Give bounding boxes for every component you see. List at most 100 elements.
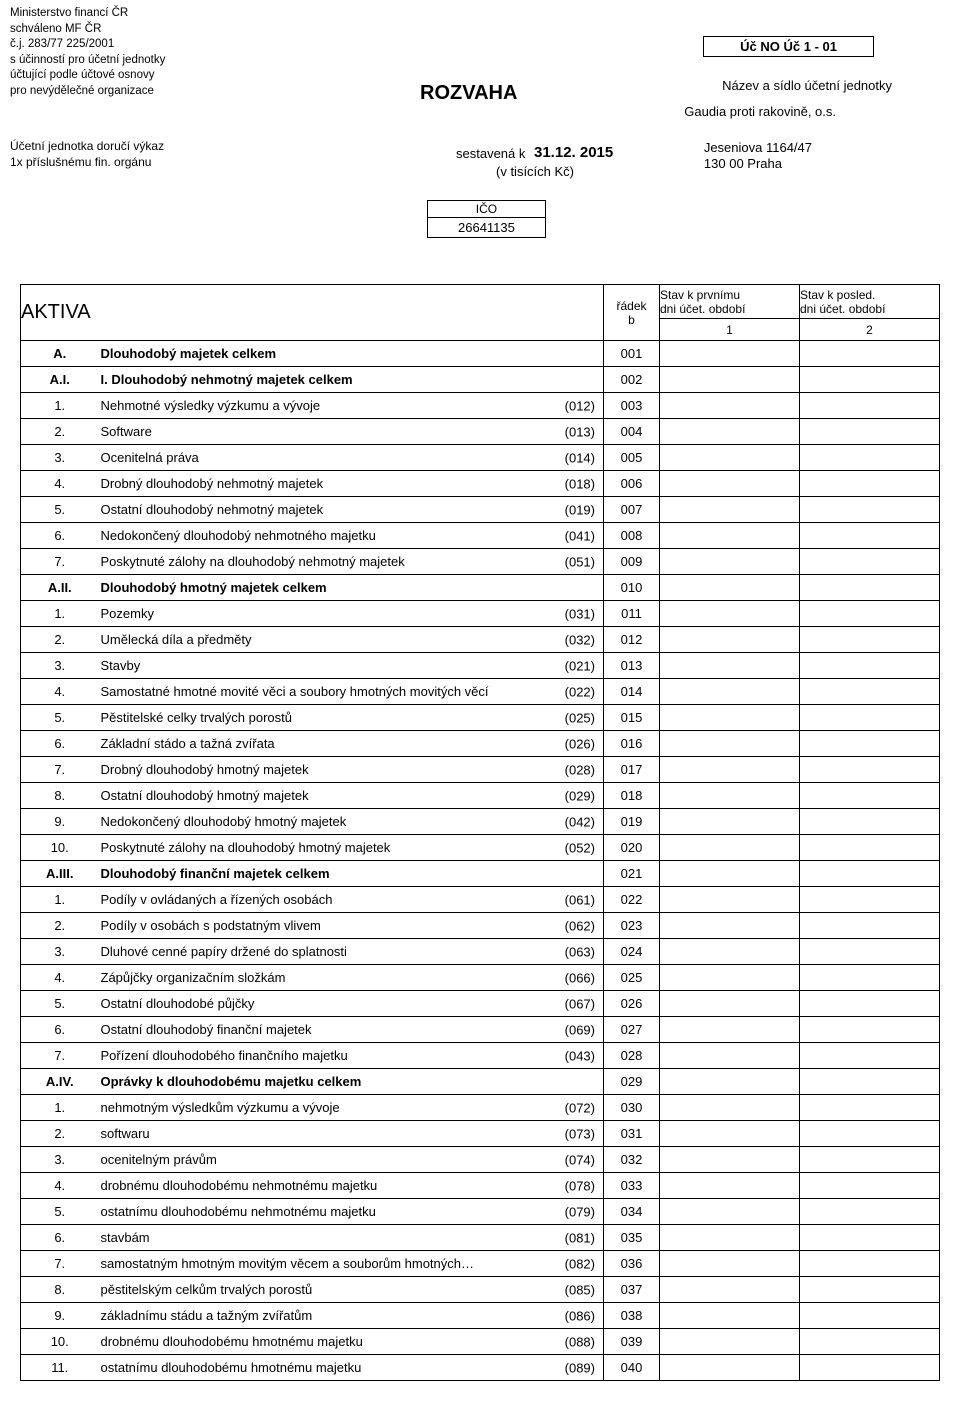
- row-number: 011: [604, 601, 660, 627]
- row-account-code: (032): [565, 632, 595, 647]
- row-account-code: (067): [565, 996, 595, 1011]
- row-value-last: [800, 1277, 940, 1303]
- row-index: 8.: [21, 1277, 99, 1303]
- row-description: Poskytnuté zálohy na dlouhodobý hmotný m…: [99, 835, 604, 861]
- row-value-last: [800, 419, 940, 445]
- row-index: A.II.: [21, 575, 99, 601]
- row-account-code: (066): [565, 970, 595, 985]
- table-row: 8.Ostatní dlouhodobý hmotný majetek(029)…: [21, 783, 940, 809]
- table-row: 7.Poskytnuté zálohy na dlouhodobý nehmot…: [21, 549, 940, 575]
- row-value-first: [660, 1251, 800, 1277]
- row-account-code: (073): [565, 1126, 595, 1141]
- row-value-last: [800, 1147, 940, 1173]
- ico-label: IČO: [427, 200, 546, 217]
- row-value-first: [660, 419, 800, 445]
- row-account-code: (062): [565, 918, 595, 933]
- row-description: drobnému dlouhodobému nehmotnému majetku…: [99, 1173, 604, 1199]
- row-index: 6.: [21, 1225, 99, 1251]
- row-value-last: [800, 1121, 940, 1147]
- table-row: 2.Umělecká díla a předměty(032)012: [21, 627, 940, 653]
- row-value-last: [800, 341, 940, 367]
- row-account-code: (014): [565, 450, 595, 465]
- table-row: 2.Podíly v osobách s podstatným vlivem(0…: [21, 913, 940, 939]
- row-description: základnímu stádu a tažným zvířatům(086): [99, 1303, 604, 1329]
- row-account-code: (061): [565, 892, 595, 907]
- entity-name: Gaudia proti rakovině, o.s.: [684, 104, 836, 119]
- row-description: ostatnímu dlouhodobému hmotnému majetku(…: [99, 1355, 604, 1381]
- row-description: ocenitelným právům(074): [99, 1147, 604, 1173]
- row-account-code: (028): [565, 762, 595, 777]
- row-index: 11.: [21, 1355, 99, 1381]
- entity-address-1: Jeseniova 1164/47: [704, 140, 812, 155]
- row-description: Stavby(021): [99, 653, 604, 679]
- table-row: 3.ocenitelným právům(074)032: [21, 1147, 940, 1173]
- row-description: nehmotným výsledkům výzkumu a vývoje(072…: [99, 1095, 604, 1121]
- table-row: 5.Ostatní dlouhodobé půjčky(067)026: [21, 991, 940, 1017]
- row-value-last: [800, 1017, 940, 1043]
- row-description: Ostatní dlouhodobý nehmotný majetek(019): [99, 497, 604, 523]
- row-description: I. Dlouhodobý nehmotný majetek celkem: [99, 367, 604, 393]
- row-description: Základní stádo a tažná zvířata(026): [99, 731, 604, 757]
- table-row: 9.Nedokončený dlouhodobý hmotný majetek(…: [21, 809, 940, 835]
- row-description: Dlouhodobý hmotný majetek celkem: [99, 575, 604, 601]
- row-account-code: (086): [565, 1308, 595, 1323]
- row-value-first: [660, 1069, 800, 1095]
- row-index: 2.: [21, 1121, 99, 1147]
- row-description: samostatným hmotným movitým věcem a soub…: [99, 1251, 604, 1277]
- row-value-last: [800, 367, 940, 393]
- row-value-last: [800, 575, 940, 601]
- row-account-code: (021): [565, 658, 595, 673]
- row-number: 017: [604, 757, 660, 783]
- table-row: 10.Poskytnuté zálohy na dlouhodobý hmotn…: [21, 835, 940, 861]
- row-number: 031: [604, 1121, 660, 1147]
- table-row: 7.Pořízení dlouhodobého finančního majet…: [21, 1043, 940, 1069]
- row-account-code: (051): [565, 554, 595, 569]
- row-number: 001: [604, 341, 660, 367]
- row-index: 10.: [21, 835, 99, 861]
- row-number: 036: [604, 1251, 660, 1277]
- col-stav2-line1: Stav k posled.: [800, 288, 939, 302]
- row-account-code: (052): [565, 840, 595, 855]
- row-description: softwaru(073): [99, 1121, 604, 1147]
- col-radek-label: řádek: [604, 299, 659, 313]
- row-value-last: [800, 913, 940, 939]
- table-row: 6.Ostatní dlouhodobý finanční majetek(06…: [21, 1017, 940, 1043]
- table-row: 11.ostatnímu dlouhodobému hmotnému majet…: [21, 1355, 940, 1381]
- row-value-first: [660, 809, 800, 835]
- row-number: 025: [604, 965, 660, 991]
- row-index: 9.: [21, 809, 99, 835]
- ministry-line: pro nevýdělečné organizace: [10, 84, 165, 100]
- row-description: drobnému dlouhodobému hmotnému majetku(0…: [99, 1329, 604, 1355]
- row-number: 021: [604, 861, 660, 887]
- row-value-first: [660, 653, 800, 679]
- row-value-last: [800, 939, 940, 965]
- row-value-last: [800, 471, 940, 497]
- table-row: 10.drobnému dlouhodobému hmotnému majetk…: [21, 1329, 940, 1355]
- row-index: 10.: [21, 1329, 99, 1355]
- entity-label: Název a sídlo účetní jednotky: [722, 78, 892, 93]
- row-account-code: (082): [565, 1256, 595, 1271]
- row-number: 008: [604, 523, 660, 549]
- row-value-first: [660, 1329, 800, 1355]
- table-row: 3.Dluhové cenné papíry držené do splatno…: [21, 939, 940, 965]
- row-account-code: (043): [565, 1048, 595, 1063]
- table-row: 2.softwaru(073)031: [21, 1121, 940, 1147]
- row-number: 005: [604, 445, 660, 471]
- row-number: 019: [604, 809, 660, 835]
- row-value-last: [800, 627, 940, 653]
- table-row: 3.Stavby(021)013: [21, 653, 940, 679]
- row-value-first: [660, 705, 800, 731]
- row-number: 002: [604, 367, 660, 393]
- row-description: Poskytnuté zálohy na dlouhodobý nehmotný…: [99, 549, 604, 575]
- ministry-line: Ministerstvo financí ČR: [10, 6, 165, 22]
- col-radek-b: b: [604, 313, 659, 327]
- row-description: Dlouhodobý majetek celkem: [99, 341, 604, 367]
- ministry-line: účtující podle účtové osnovy: [10, 68, 165, 84]
- table-row: 9.základnímu stádu a tažným zvířatům(086…: [21, 1303, 940, 1329]
- row-value-first: [660, 601, 800, 627]
- row-value-last: [800, 653, 940, 679]
- row-description: Dlouhodobý finanční majetek celkem: [99, 861, 604, 887]
- row-account-code: (072): [565, 1100, 595, 1115]
- row-description: Pozemky(031): [99, 601, 604, 627]
- row-description: Pořízení dlouhodobého finančního majetku…: [99, 1043, 604, 1069]
